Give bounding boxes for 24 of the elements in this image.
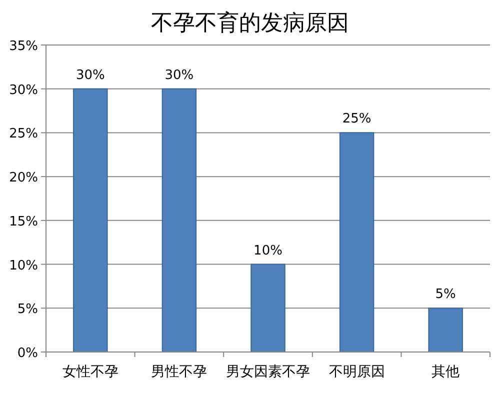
data-label: 30% [164,68,194,83]
x-tick-label: 不明原因 [328,364,385,380]
data-label: 5% [435,287,456,302]
bar [162,88,197,352]
y-tick-label: 30% [9,82,38,98]
x-tick-label: 男性不孕 [151,364,208,380]
data-label: 10% [254,243,282,258]
bar [250,264,286,352]
bar [73,88,108,352]
y-tick-label: 25% [9,126,38,142]
x-tick-label: 男女因素不孕 [226,364,310,380]
y-tick-label: 20% [9,170,38,186]
data-label: 30% [76,68,105,83]
x-tick-label: 其他 [432,364,460,380]
y-tick-label: 10% [9,258,38,274]
y-tick-label: 35% [9,39,38,54]
y-tick-label: 15% [9,214,38,230]
y-tick-label: 5% [17,302,38,318]
chart-title: 不孕不育的发病原因 [151,10,349,36]
data-label: 25% [342,112,372,127]
bar [428,308,463,352]
x-tick-label: 女性不孕 [62,364,118,380]
bar [339,132,374,352]
y-tick-label: 0% [17,346,38,361]
